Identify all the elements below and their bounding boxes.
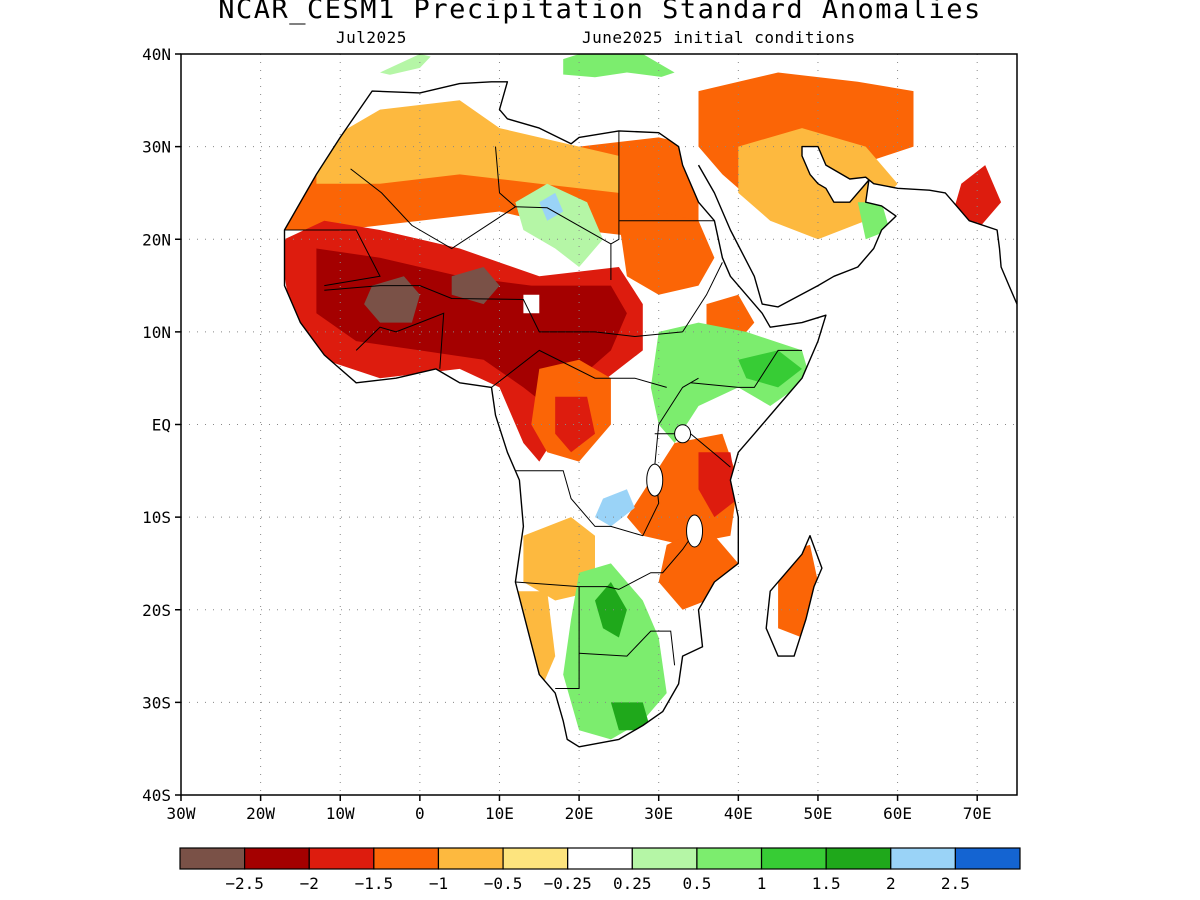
lon-tick-label: 70E: [963, 804, 992, 823]
lake: [686, 514, 704, 548]
anomaly-region: [618, 211, 715, 295]
colorbar-swatch: [373, 847, 440, 870]
colorbar-label: 1: [757, 874, 767, 893]
latitude-axis: 40N 30N 20N 10N EQ 10S 20S 30S 40S: [142, 45, 181, 805]
country-border: [555, 586, 580, 689]
lat-tick-label: 40N: [142, 45, 171, 64]
lat-tick-label: 10N: [142, 323, 171, 342]
lat-tick-label: EQ: [152, 416, 171, 435]
lake: [646, 463, 664, 497]
anomaly-region: [658, 526, 739, 610]
anomaly-region: [698, 452, 739, 518]
lon-tick-label: 0: [415, 804, 425, 823]
colorbar-swatch: [890, 847, 956, 870]
arabia-coastline: [697, 145, 1017, 308]
lon-tick-label: 20W: [246, 804, 275, 823]
lon-tick-label: 20E: [565, 804, 594, 823]
lat-tick-label: 30S: [142, 693, 171, 712]
lon-tick-label: 40E: [724, 804, 753, 823]
colorbar-swatch: [954, 847, 1021, 870]
country-border: [495, 146, 516, 208]
country-border: [610, 130, 620, 245]
longitude-axis: 30W 20W 10W 0 10E 20E 30E 40E 50E 60E 70E: [167, 795, 992, 823]
lon-tick-label: 60E: [883, 804, 912, 823]
anomaly-region: [738, 350, 802, 388]
anomaly-region: [595, 582, 627, 638]
colorbar-label: −1.5: [355, 874, 394, 893]
land-anomaly-layer: [284, 54, 1017, 747]
country-border: [284, 229, 381, 287]
country-border: [690, 349, 802, 388]
anomaly-region: [364, 276, 420, 323]
anomaly-region: [316, 100, 619, 193]
anomaly-region: [595, 489, 635, 527]
lat-tick-label: 20N: [142, 230, 171, 249]
colorbar-label: −0.25: [544, 874, 592, 893]
lon-tick-label: 30E: [644, 804, 673, 823]
country-border: [350, 168, 612, 280]
country-border: [355, 312, 445, 369]
anomaly-region: [515, 591, 556, 694]
coastline-outlines: [283, 81, 1017, 748]
colorbar-swatch: [760, 847, 827, 870]
anomaly-region: [451, 267, 500, 305]
colorbar-swatch: [179, 847, 246, 870]
country-border: [515, 526, 699, 590]
colorbar-swatch: [244, 847, 310, 870]
anomaly-region: [555, 396, 595, 453]
lon-tick-label: 50E: [803, 804, 832, 823]
lat-tick-label: 10S: [142, 508, 171, 527]
anomaly-region: [610, 702, 651, 731]
anomaly-region: [523, 517, 595, 601]
colorbar-label: 1.5: [812, 874, 841, 893]
colorbar-swatch: [308, 847, 375, 870]
country-border: [324, 285, 683, 338]
colorbar-label: −0.5: [484, 874, 523, 893]
forecast-month: Jul2025: [336, 28, 407, 47]
country-border: [515, 377, 699, 537]
colorbar-label: 2.5: [941, 874, 970, 893]
colorbar-label: −2: [300, 874, 319, 893]
colorbar-label: 0.5: [682, 874, 711, 893]
colorbar-swatch: [437, 847, 504, 870]
colorbar-label: 0.25: [613, 874, 652, 893]
anomaly-region: [953, 165, 1002, 230]
colorbar-swatch: [696, 847, 763, 870]
country-border: [579, 630, 676, 666]
colorbar-swatch: [825, 847, 892, 870]
colorbar-label: −2.5: [225, 874, 264, 893]
anomaly-region: [515, 183, 603, 267]
lake: [674, 424, 692, 444]
africa-coastline: [283, 81, 827, 748]
lat-tick-label: 40S: [142, 786, 171, 805]
lat-tick-label: 30N: [142, 138, 171, 157]
colorbar-label: −1: [429, 874, 448, 893]
country-border: [682, 262, 723, 333]
anomaly-region: [563, 563, 667, 740]
colorbar-label: 2: [886, 874, 896, 893]
lon-tick-label: 10E: [485, 804, 514, 823]
lon-tick-label: 10W: [326, 804, 355, 823]
madagascar-coastline: [765, 535, 823, 657]
colorbar-swatch: [502, 847, 569, 870]
colorbar-legend: −2.5 −2 −1.5 −1 −0.5 −0.25 0.25 0.5 1 1.5 2 2.5: [179, 847, 1021, 893]
map-title: NCAR_CESM1 Precipitation Standard Anomal…: [218, 0, 982, 25]
colorbar-swatch: [567, 847, 633, 870]
lat-tick-label: 20S: [142, 601, 171, 620]
country-border: [491, 349, 667, 388]
initial-conditions: June2025 initial conditions: [582, 28, 856, 47]
lon-tick-label: 30W: [167, 804, 196, 823]
colorbar-swatch: [631, 847, 698, 870]
country-border: [654, 433, 731, 468]
